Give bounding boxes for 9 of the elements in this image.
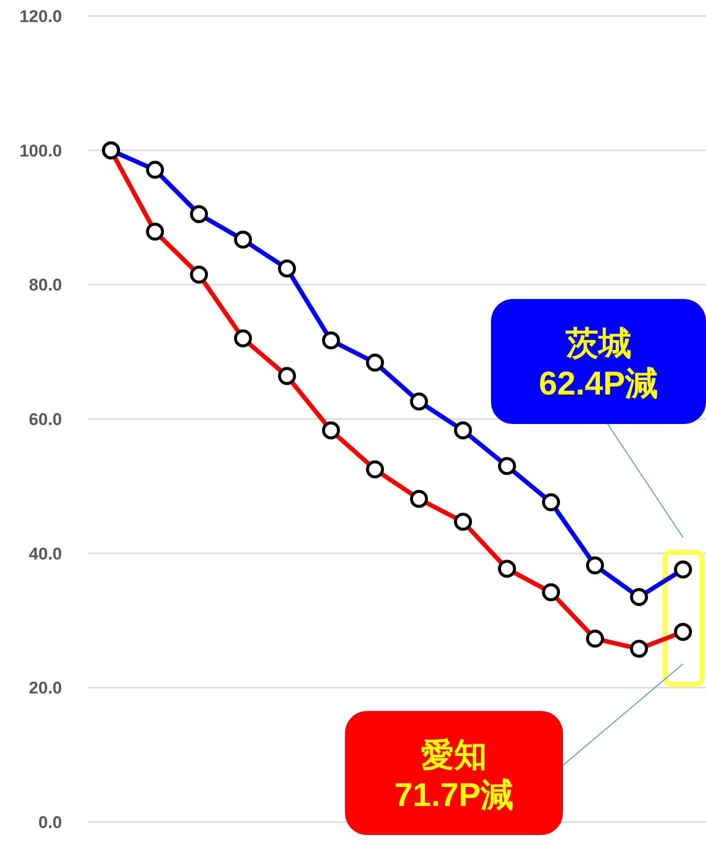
y-tick-label: 120.0 [19, 6, 62, 26]
annotation: 茨城 62.4P減 [538, 324, 658, 401]
y-tick-label: 20.0 [28, 678, 62, 698]
y-tick-label: 80.0 [28, 276, 62, 295]
y-tick-label: 60.0 [28, 410, 62, 429]
y-tick-label: 0.0 [38, 812, 62, 832]
annotation: 愛知 71.7P減 [394, 736, 514, 812]
y-tick-label: 40.0 [28, 544, 62, 564]
y-tick-label: 100.0 [19, 141, 62, 160]
